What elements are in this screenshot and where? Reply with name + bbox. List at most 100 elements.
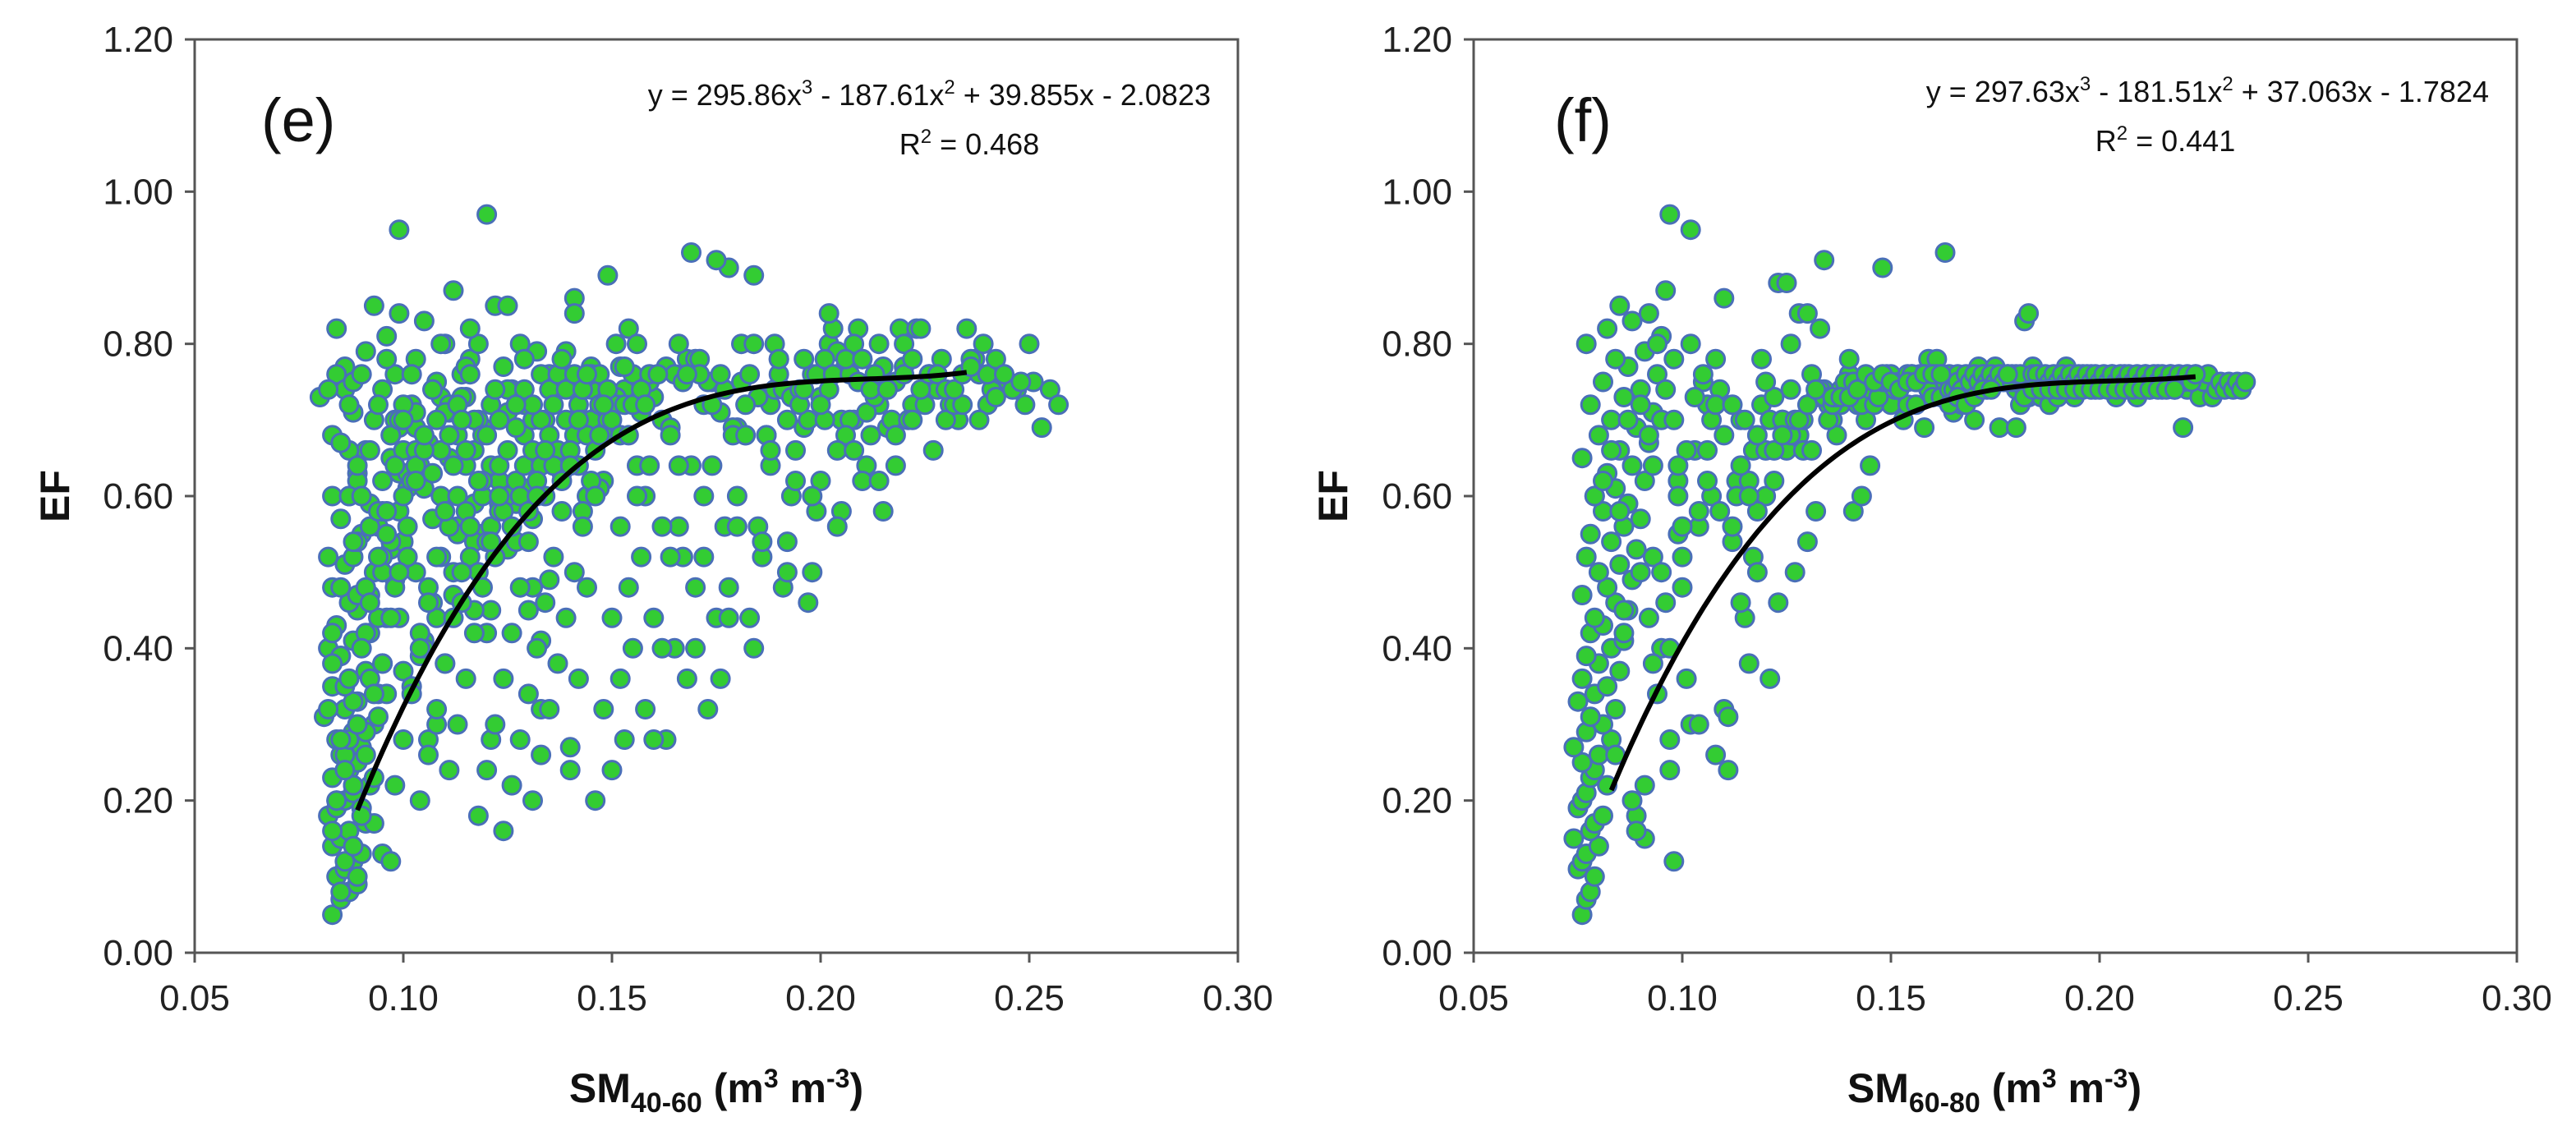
data-point [393,485,414,507]
data-point [818,303,840,324]
data-point [455,668,476,689]
data-point [363,683,384,705]
data-point [810,394,831,416]
data-point [1697,471,1718,491]
data-point [518,683,539,705]
data-point [622,637,643,659]
data-point [518,600,539,621]
data-point [459,364,481,385]
data-point [430,333,452,355]
x-axis-ticks: 0.05 0.10 0.15 0.20 0.25 0.30 [159,953,1273,1018]
data-point [1810,318,1831,339]
data-point [1730,455,1751,476]
data-point [635,394,656,416]
data-point [618,577,639,598]
data-point [476,760,498,781]
panel-label: (e) [261,86,335,154]
data-point [1613,623,1635,644]
data-point [522,394,543,416]
data-point [330,729,352,750]
data-point [439,760,460,781]
data-point [322,904,343,926]
data-point [413,310,435,332]
data-point [1764,471,1785,491]
data-point [743,264,765,286]
data-point [856,402,877,423]
data-point [459,546,481,568]
data-point [522,790,543,811]
data-point [543,546,564,568]
y-tick-label: 1.20 [1382,20,1452,60]
data-point [322,623,343,644]
x-tick-label: 0.25 [994,978,1065,1018]
y-tick-label: 0.80 [1382,324,1452,365]
data-point [593,394,614,416]
data-point [1851,485,1872,507]
data-point [785,471,806,491]
data-point [1746,562,1768,583]
data-point [1571,752,1593,773]
x-axis-ticks: 0.05 0.10 0.15 0.20 0.25 0.30 [1438,953,2552,1018]
data-point [1609,295,1631,316]
data-point [1571,585,1593,605]
data-point [1647,333,1668,355]
data-point [1655,280,1677,301]
data-point [952,394,973,416]
data-point [1709,501,1731,522]
x-tick-label: 0.10 [1647,978,1718,1018]
data-point [559,737,581,758]
data-point [894,333,915,355]
data-point [513,348,535,370]
data-point [539,699,560,719]
data-point [485,379,506,400]
scatter-points [309,204,1070,926]
data-point [1730,592,1751,614]
data-point [973,333,994,355]
data-point [1722,394,1743,416]
data-point [844,439,865,461]
data-point [1838,348,1860,370]
data-point [1638,303,1659,324]
data-point [338,668,360,689]
data-point [589,425,610,446]
data-point [497,295,518,316]
data-point [718,607,739,628]
data-point [1597,676,1618,697]
x-tick-label: 0.20 [785,978,856,1018]
data-point [868,333,890,355]
data-point [376,325,398,347]
data-point [1814,250,1835,271]
y-tick-label: 1.20 [103,20,173,60]
data-point [326,318,347,339]
data-point [956,318,978,339]
data-point [735,394,757,416]
data-point [1638,607,1659,628]
data-point [601,607,623,628]
data-point [1784,562,1806,583]
data-point [393,409,414,430]
data-point [1672,577,1693,598]
data-point [743,637,765,659]
data-point [1776,273,1797,293]
y-tick-label: 0.80 [103,324,173,365]
data-point [343,835,364,857]
data-point [1613,600,1635,621]
data-point [1930,364,1952,385]
x-tick-label: 0.20 [2064,978,2135,1018]
data-point [668,516,689,537]
data-point [1605,699,1626,719]
data-point [643,729,665,750]
data-point [1722,516,1743,537]
data-point [685,637,706,659]
data-point [1914,417,1935,439]
data-point [455,439,476,461]
data-point [451,562,472,583]
data-point [1580,394,1601,416]
y-tick-label: 0.00 [103,933,173,973]
data-point [1796,303,1818,324]
data-point [1672,546,1693,568]
data-point [1638,425,1659,446]
data-point [451,409,472,430]
data-point [393,729,414,750]
data-point [1630,562,1651,583]
